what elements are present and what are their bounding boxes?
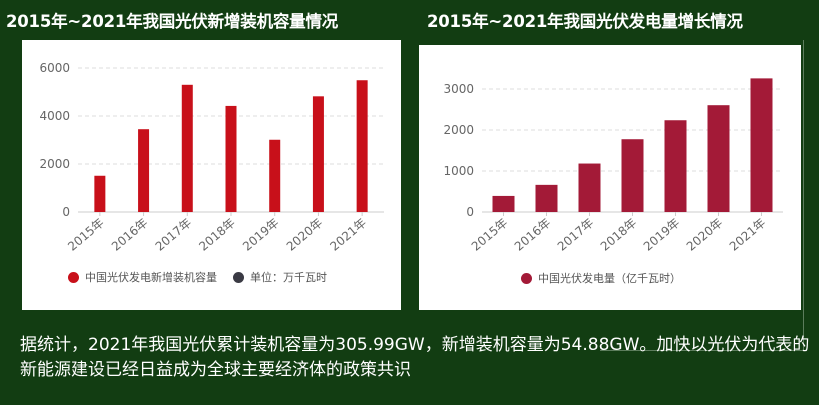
right-chart-title: 2015年~2021年我国光伏发电量增长情况 [427,12,743,31]
left-series-legend-label: 中国光伏发电新增装机容量 [85,271,217,284]
summary-text: 据统计，2021年我国光伏累计装机容量为305.99GW，新增装机容量为54.8… [20,335,810,380]
right-bar [621,139,644,212]
left-series-legend-dot [68,271,79,283]
right-series-legend-dot [521,272,532,284]
left-x-tick-label: 2015年 [65,216,107,254]
right-bar [492,195,515,212]
unit-legend-label: 单位：万千瓦时 [250,271,327,284]
left-bar [94,175,106,212]
right-x-tick-label: 2021年 [727,216,769,254]
left-bar [225,105,237,212]
right-series-legend-label: 中国光伏发电量（亿千瓦时） [538,272,681,285]
right-x-tick-label: 2019年 [641,216,683,254]
right-x-tick-label: 2020年 [684,216,726,254]
left-x-tick-label: 2016年 [109,216,151,254]
left-y-tick-label: 6000 [39,61,70,75]
left-y-tick-label: 0 [62,205,70,219]
left-x-tick-label: 2018年 [196,216,238,254]
left-y-tick-label: 4000 [39,109,70,123]
right-bar [578,163,601,212]
left-x-tick-label: 2019年 [240,216,282,254]
right-y-tick-label: 2000 [443,123,474,137]
frame-line-right [803,40,804,350]
frame-line-bottom [600,350,804,351]
right-y-tick-label: 3000 [443,82,474,96]
left-x-tick-label: 2017年 [153,216,195,254]
left-legend: 中国光伏发电新增装机容量 单位：万千瓦时 [68,269,327,285]
right-bar [664,120,687,212]
left-bar [269,139,281,212]
right-x-tick-label: 2015年 [469,216,511,254]
right-bar [750,78,773,212]
right-bar [707,105,730,212]
left-bar [356,80,368,212]
left-x-tick-label: 2021年 [327,216,369,254]
left-chart-title: 2015年~2021年我国光伏新增装机容量情况 [6,12,339,31]
right-y-tick-label: 1000 [443,164,474,178]
right-legend: 中国光伏发电量（亿千瓦时） [521,270,681,286]
right-y-tick-label: 0 [466,205,474,219]
right-chart-panel: 0 1000 2000 3000 2015年 2016年 2017年 2018年 2019年 20… [419,45,801,310]
left-bar [312,96,324,212]
left-y-tick-label: 2000 [39,157,70,171]
right-bar [535,184,558,212]
left-chart-panel: 0 2000 4000 6000 2015年 2016年 2017年 2018年 2019年 20… [22,40,401,310]
right-x-tick-label: 2016年 [512,216,554,254]
right-x-tick-label: 2018年 [598,216,640,254]
left-bar [138,129,150,212]
left-bar [181,84,193,212]
left-x-tick-label: 2020年 [284,216,326,254]
right-x-tick-label: 2017年 [555,216,597,254]
unit-legend-dot [233,271,244,283]
